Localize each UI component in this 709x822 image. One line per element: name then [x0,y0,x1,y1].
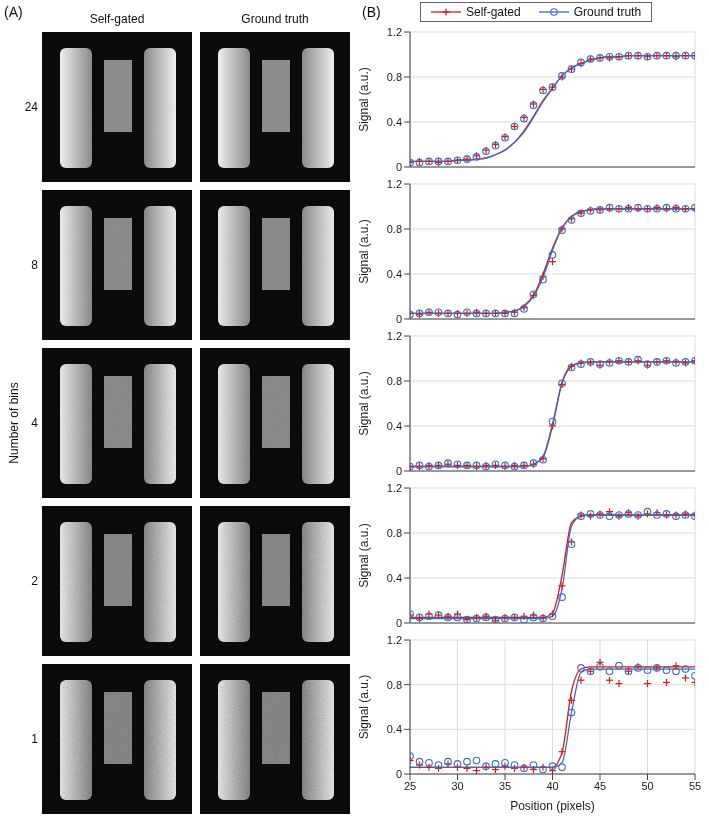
svg-text:Signal (a.u.): Signal (a.u.) [358,675,371,740]
svg-text:Signal (a.u.): Signal (a.u.) [358,67,371,132]
html-text:4: 4 [31,416,38,430]
svg-text:0: 0 [396,617,402,629]
svg-text:Signal (a.u.): Signal (a.u.) [358,219,371,284]
svg-text:0: 0 [396,313,402,325]
html-text:Self-gated: Self-gated [466,5,521,19]
svg-text:1.2: 1.2 [387,330,402,342]
svg-text:25: 25 [404,780,416,792]
svg-text:40: 40 [546,780,558,792]
svg-text:0.8: 0.8 [387,375,402,387]
svg-text:Position (pixels): Position (pixels) [510,799,595,813]
svg-text:0: 0 [396,465,402,477]
svg-text:1.2: 1.2 [387,482,402,494]
svg-text:0.8: 0.8 [387,71,402,83]
html-text:24: 24 [24,100,38,114]
html-text:Ground truth: Ground truth [573,5,642,19]
html-text:Ground truth: Ground truth [241,12,309,26]
html-text:1: 1 [31,732,38,746]
svg-text:Signal (a.u.): Signal (a.u.) [358,523,371,588]
svg-text:0.4: 0.4 [387,116,402,128]
svg-text:0.4: 0.4 [387,572,402,584]
svg-text:0.4: 0.4 [387,268,402,280]
html-text:2: 2 [31,574,38,588]
svg-text:0.4: 0.4 [387,420,402,432]
html-text:8: 8 [31,258,38,272]
svg-text:Signal (a.u.): Signal (a.u.) [358,371,371,436]
svg-text:0: 0 [396,768,402,780]
svg-text:0: 0 [396,161,402,173]
html-text:(B): (B) [362,4,381,20]
svg-text:1.2: 1.2 [387,634,402,646]
svg-text:0.8: 0.8 [387,223,402,235]
html-text:Self-gated: Self-gated [89,12,145,26]
svg-text:1.2: 1.2 [387,178,402,190]
svg-text:50: 50 [641,780,653,792]
svg-text:1.2: 1.2 [387,26,402,38]
html-text:(A): (A) [4,4,23,20]
svg-text:55: 55 [689,780,701,792]
svg-text:45: 45 [594,780,606,792]
html-text:Number of bins: Number of bins [7,382,21,464]
svg-text:35: 35 [499,780,511,792]
svg-text:0.4: 0.4 [387,723,402,735]
svg-text:0.8: 0.8 [387,679,402,691]
svg-text:0.8: 0.8 [387,527,402,539]
svg-text:30: 30 [451,780,463,792]
